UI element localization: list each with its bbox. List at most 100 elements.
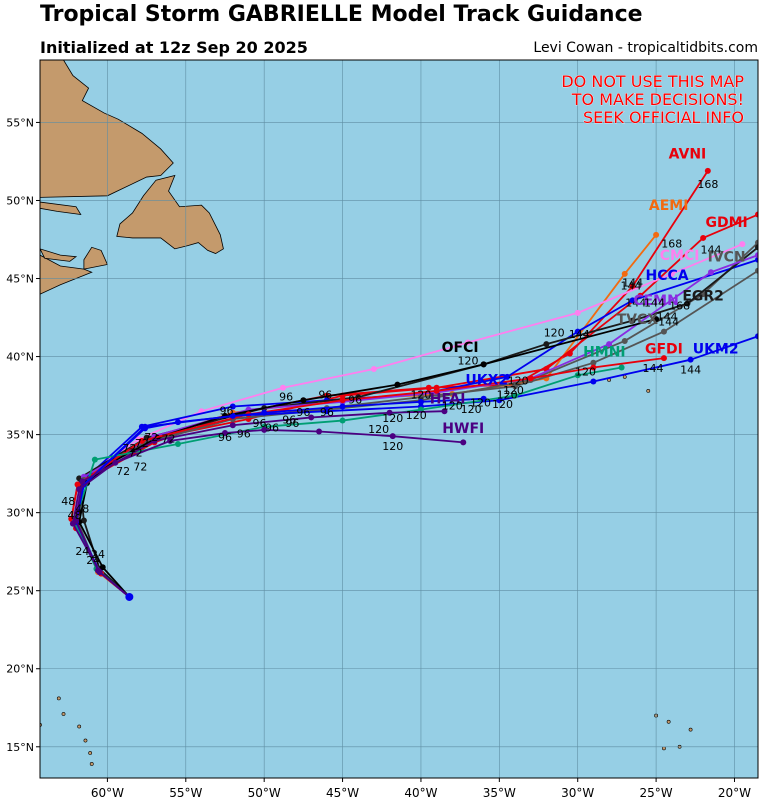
track-point [464, 339, 471, 346]
track-point [394, 381, 401, 388]
forecast-hour-label: 144 [625, 297, 646, 310]
model-label-gfdi: GFDI [645, 341, 683, 357]
track-point [621, 270, 628, 277]
track-point [629, 317, 636, 324]
track-point [221, 430, 228, 437]
forecast-hour-label: 72 [135, 437, 149, 450]
track-point [755, 239, 758, 246]
track-point [621, 337, 628, 344]
forecast-hour-label: 144 [569, 328, 590, 341]
lat-tick-label: 30°N [6, 507, 34, 520]
forecast-hour-label: 72 [129, 446, 143, 459]
track-point [386, 409, 393, 416]
model-label-tvcx: TVCX [617, 312, 659, 328]
model-label-ofci: OFCI [442, 340, 479, 356]
model-label-cmci: CMCI [660, 248, 700, 264]
track-point [527, 375, 534, 382]
track-point [229, 422, 236, 429]
track-point [480, 361, 487, 368]
forecast-hour-label: 72 [122, 442, 136, 455]
track-point [480, 395, 487, 402]
pei-land [40, 248, 78, 262]
track-point [755, 256, 758, 263]
track-point [417, 394, 424, 401]
newfoundland-land [116, 174, 224, 254]
track-point [590, 364, 597, 371]
track-point [76, 486, 83, 493]
lon-tick-label: 55°W [169, 786, 202, 800]
track-point [74, 481, 81, 488]
track-point [653, 231, 660, 238]
track-point [629, 297, 636, 304]
model-label-cemn: CEMN [633, 293, 679, 309]
track-point [261, 409, 268, 416]
land-layer [40, 60, 693, 766]
track-line-egr2 [78, 246, 758, 598]
forecast-hour-label: 120 [492, 398, 513, 411]
track-point [590, 359, 597, 366]
track-point [618, 364, 625, 371]
track-point [79, 478, 86, 485]
nova-scotia-land [40, 254, 93, 295]
track-point [138, 437, 145, 444]
track-point [574, 309, 581, 316]
track-point [279, 384, 286, 391]
forecast-hour-label: 96 [265, 421, 279, 434]
track-point [687, 356, 694, 363]
forecast-hour-label: 72 [162, 432, 176, 445]
chart-title: Tropical Storm GABRIELLE Model Track Gui… [40, 2, 643, 27]
antilles-5-island [61, 712, 66, 716]
forecast-hour-label: 24 [91, 548, 105, 561]
forecast-hour-label: 96 [296, 406, 310, 419]
track-point [370, 366, 377, 373]
forecast-hour-label: 96 [348, 393, 362, 406]
cape-verde-5-island [688, 727, 693, 732]
track-point [142, 425, 149, 432]
track-point [574, 328, 581, 335]
lat-tick-label: 35°N [6, 429, 34, 442]
forecast-hour-label: 120 [442, 400, 463, 413]
azores-3-island [646, 389, 651, 393]
init-time-subtitle: Initialized at 12z Sep 20 2025 [40, 38, 308, 57]
track-point [755, 252, 758, 259]
track-point [99, 564, 106, 571]
forecast-hour-label: 24 [86, 554, 100, 567]
track-point [460, 439, 467, 446]
forecast-hour-label: 120 [508, 375, 529, 388]
forecast-hour-label: 120 [461, 403, 482, 416]
track-point [80, 517, 87, 524]
track-point [755, 211, 758, 218]
track-point [660, 328, 667, 335]
track-point [417, 398, 424, 405]
model-label-egr2: EGR2 [682, 288, 724, 304]
azores-2-island [622, 374, 627, 379]
track-point [151, 437, 158, 444]
track-point [316, 428, 323, 435]
antilles-2-island [88, 751, 93, 755]
forecast-hour-label: 120 [497, 389, 518, 402]
anticosti-land [40, 201, 82, 216]
forecast-hour-label: 96 [279, 390, 293, 403]
track-point [69, 520, 76, 527]
model-label-gdmi: GDMI [706, 215, 748, 231]
forecast-hour-label: 120 [382, 440, 403, 453]
track-point [433, 387, 440, 394]
track-point [739, 241, 746, 248]
track-point [700, 234, 707, 241]
lon-tick-label: 50°W [248, 786, 281, 800]
track-point [167, 437, 174, 444]
track-point [441, 408, 448, 415]
antilles-6-island [56, 696, 61, 701]
storm-origin-point [125, 592, 134, 601]
forecast-hour-label: 120 [544, 326, 565, 339]
track-point [174, 419, 181, 426]
track-point [323, 408, 330, 415]
forecast-hour-label: 72 [144, 431, 158, 444]
track-point [629, 283, 636, 290]
model-label-hwfi: HWFI [442, 421, 484, 437]
lat-tick-label: 15°N [6, 741, 34, 754]
labrador-coast-land [40, 60, 174, 198]
track-point [707, 269, 714, 276]
track-point [308, 414, 315, 421]
